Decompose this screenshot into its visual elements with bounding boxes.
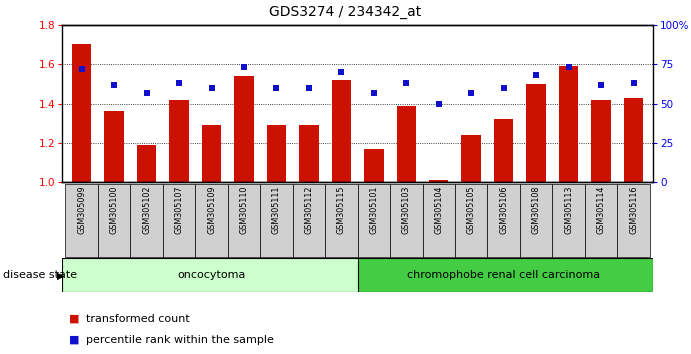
Text: GSM305106: GSM305106 bbox=[499, 185, 508, 234]
Text: GSM305113: GSM305113 bbox=[564, 185, 573, 234]
FancyBboxPatch shape bbox=[196, 184, 228, 257]
FancyBboxPatch shape bbox=[228, 184, 261, 257]
Text: oncocytoma: oncocytoma bbox=[178, 270, 246, 280]
Text: GSM305102: GSM305102 bbox=[142, 185, 151, 234]
Text: GSM305109: GSM305109 bbox=[207, 185, 216, 234]
Bar bbox=[104, 112, 124, 182]
Text: GSM305110: GSM305110 bbox=[240, 185, 249, 234]
FancyBboxPatch shape bbox=[487, 184, 520, 257]
Text: chromophobe renal cell carcinoma: chromophobe renal cell carcinoma bbox=[407, 270, 600, 280]
FancyBboxPatch shape bbox=[358, 258, 653, 292]
Bar bbox=[559, 66, 578, 182]
Text: GSM305103: GSM305103 bbox=[401, 185, 410, 234]
FancyBboxPatch shape bbox=[163, 184, 196, 257]
FancyBboxPatch shape bbox=[261, 184, 293, 257]
Bar bbox=[429, 180, 448, 182]
Text: GSM305111: GSM305111 bbox=[272, 185, 281, 234]
Text: GSM305101: GSM305101 bbox=[369, 185, 379, 234]
Bar bbox=[267, 125, 286, 182]
Bar bbox=[462, 135, 481, 182]
Bar bbox=[202, 125, 221, 182]
Text: GSM305115: GSM305115 bbox=[337, 185, 346, 234]
Bar bbox=[397, 105, 416, 182]
FancyBboxPatch shape bbox=[66, 184, 98, 257]
FancyBboxPatch shape bbox=[62, 258, 361, 292]
FancyBboxPatch shape bbox=[617, 184, 650, 257]
Bar bbox=[624, 98, 643, 182]
Text: GSM305104: GSM305104 bbox=[434, 185, 443, 234]
Text: GSM305099: GSM305099 bbox=[77, 185, 86, 234]
Bar bbox=[332, 80, 351, 182]
FancyBboxPatch shape bbox=[585, 184, 617, 257]
Bar bbox=[527, 84, 546, 182]
Bar bbox=[494, 119, 513, 182]
Text: transformed count: transformed count bbox=[86, 314, 190, 324]
Text: GSM305116: GSM305116 bbox=[629, 185, 638, 234]
Text: GSM305108: GSM305108 bbox=[531, 185, 540, 234]
Text: GDS3274 / 234342_at: GDS3274 / 234342_at bbox=[269, 5, 422, 19]
Text: GSM305100: GSM305100 bbox=[110, 185, 119, 234]
Bar bbox=[299, 125, 319, 182]
FancyBboxPatch shape bbox=[325, 184, 358, 257]
Text: ▶: ▶ bbox=[57, 270, 65, 280]
Bar bbox=[591, 99, 611, 182]
FancyBboxPatch shape bbox=[131, 184, 163, 257]
Bar bbox=[169, 99, 189, 182]
Bar bbox=[137, 145, 156, 182]
Text: ■: ■ bbox=[69, 314, 79, 324]
FancyBboxPatch shape bbox=[293, 184, 325, 257]
Bar bbox=[234, 76, 254, 182]
FancyBboxPatch shape bbox=[98, 184, 131, 257]
Bar bbox=[364, 149, 384, 182]
FancyBboxPatch shape bbox=[520, 184, 552, 257]
Text: GSM305105: GSM305105 bbox=[466, 185, 475, 234]
Text: GSM305114: GSM305114 bbox=[596, 185, 605, 234]
Text: GSM305112: GSM305112 bbox=[305, 185, 314, 234]
Bar bbox=[72, 45, 91, 182]
FancyBboxPatch shape bbox=[390, 184, 422, 257]
Text: percentile rank within the sample: percentile rank within the sample bbox=[86, 335, 274, 345]
FancyBboxPatch shape bbox=[552, 184, 585, 257]
FancyBboxPatch shape bbox=[358, 184, 390, 257]
Text: GSM305107: GSM305107 bbox=[175, 185, 184, 234]
FancyBboxPatch shape bbox=[455, 184, 487, 257]
FancyBboxPatch shape bbox=[422, 184, 455, 257]
Text: ■: ■ bbox=[69, 335, 79, 345]
Text: disease state: disease state bbox=[3, 270, 77, 280]
